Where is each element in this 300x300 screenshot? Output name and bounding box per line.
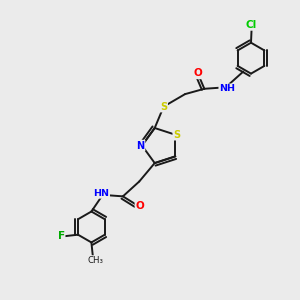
Text: S: S bbox=[173, 130, 180, 140]
Text: S: S bbox=[160, 102, 167, 112]
Text: O: O bbox=[136, 201, 144, 211]
Text: NH: NH bbox=[219, 84, 235, 93]
Text: O: O bbox=[194, 68, 202, 78]
Text: F: F bbox=[58, 231, 64, 241]
Text: CH₃: CH₃ bbox=[87, 256, 103, 265]
Text: Cl: Cl bbox=[246, 20, 257, 30]
Text: N: N bbox=[136, 140, 145, 151]
Text: HN: HN bbox=[93, 189, 109, 198]
